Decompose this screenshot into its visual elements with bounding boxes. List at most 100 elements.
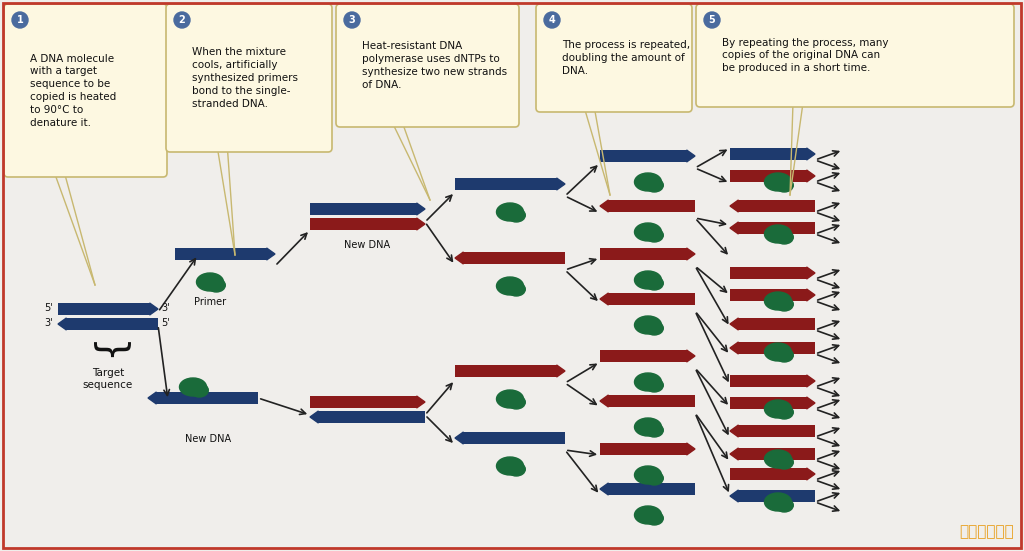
- Bar: [310, 396, 417, 408]
- Text: New DNA: New DNA: [344, 240, 390, 250]
- Text: Target
sequence: Target sequence: [83, 368, 133, 390]
- Bar: [738, 448, 815, 460]
- Ellipse shape: [765, 343, 792, 361]
- Text: {: {: [89, 333, 127, 358]
- Bar: [730, 468, 807, 480]
- Bar: [455, 178, 557, 190]
- Polygon shape: [600, 483, 608, 495]
- Bar: [157, 392, 258, 404]
- Ellipse shape: [645, 321, 664, 335]
- Polygon shape: [600, 200, 608, 212]
- Bar: [600, 248, 687, 260]
- Ellipse shape: [765, 400, 792, 418]
- Polygon shape: [730, 200, 738, 212]
- Bar: [730, 375, 807, 387]
- Polygon shape: [730, 342, 738, 354]
- Polygon shape: [687, 150, 695, 162]
- Polygon shape: [807, 397, 815, 409]
- Ellipse shape: [645, 472, 664, 485]
- Bar: [175, 248, 266, 260]
- Polygon shape: [730, 318, 738, 330]
- Bar: [730, 397, 807, 409]
- Polygon shape: [807, 289, 815, 301]
- Ellipse shape: [645, 424, 664, 437]
- Text: 5': 5': [161, 318, 170, 328]
- Polygon shape: [417, 203, 425, 215]
- Ellipse shape: [775, 406, 794, 419]
- Ellipse shape: [645, 277, 664, 290]
- Bar: [600, 150, 687, 162]
- Polygon shape: [557, 178, 565, 190]
- Polygon shape: [687, 443, 695, 455]
- Polygon shape: [807, 267, 815, 279]
- Ellipse shape: [197, 273, 223, 291]
- Bar: [608, 293, 695, 305]
- Ellipse shape: [765, 225, 792, 243]
- Circle shape: [544, 12, 560, 28]
- Ellipse shape: [635, 418, 662, 436]
- Bar: [738, 490, 815, 502]
- Polygon shape: [687, 350, 695, 362]
- Text: 彩虹网址导航: 彩虹网址导航: [959, 524, 1014, 539]
- Ellipse shape: [507, 208, 525, 222]
- Polygon shape: [687, 248, 695, 260]
- Bar: [310, 218, 417, 230]
- Circle shape: [344, 12, 360, 28]
- Circle shape: [174, 12, 190, 28]
- Bar: [600, 443, 687, 455]
- Ellipse shape: [645, 379, 664, 392]
- Polygon shape: [417, 396, 425, 408]
- Bar: [58, 303, 150, 315]
- Polygon shape: [600, 293, 608, 305]
- Ellipse shape: [507, 462, 525, 476]
- Text: Primer: Primer: [194, 297, 226, 307]
- Ellipse shape: [497, 277, 523, 295]
- Polygon shape: [730, 448, 738, 460]
- Bar: [738, 222, 815, 234]
- Ellipse shape: [207, 278, 225, 292]
- Polygon shape: [807, 170, 815, 182]
- Ellipse shape: [775, 456, 794, 469]
- Bar: [730, 170, 807, 182]
- Polygon shape: [730, 490, 738, 502]
- Text: 3: 3: [348, 15, 355, 25]
- Bar: [738, 318, 815, 330]
- FancyBboxPatch shape: [536, 4, 692, 112]
- Text: 3': 3': [161, 303, 170, 313]
- FancyBboxPatch shape: [166, 4, 332, 152]
- Circle shape: [705, 12, 720, 28]
- Polygon shape: [807, 375, 815, 387]
- Polygon shape: [455, 432, 464, 444]
- Ellipse shape: [645, 229, 664, 242]
- Ellipse shape: [775, 230, 794, 244]
- Polygon shape: [730, 222, 738, 234]
- Text: Heat-resistant DNA
polymerase uses dNTPs to
synthesize two new strands
of DNA.: Heat-resistant DNA polymerase uses dNTPs…: [362, 41, 507, 90]
- Bar: [608, 483, 695, 495]
- Ellipse shape: [179, 378, 207, 396]
- Bar: [608, 395, 695, 407]
- Bar: [318, 411, 425, 423]
- Ellipse shape: [775, 298, 794, 311]
- Polygon shape: [148, 392, 157, 404]
- Polygon shape: [58, 318, 67, 330]
- Text: 3': 3': [44, 318, 53, 328]
- Ellipse shape: [775, 179, 794, 192]
- Bar: [738, 200, 815, 212]
- Polygon shape: [266, 248, 275, 260]
- Bar: [730, 148, 807, 160]
- Ellipse shape: [507, 396, 525, 409]
- Bar: [464, 432, 565, 444]
- Ellipse shape: [507, 283, 525, 296]
- FancyBboxPatch shape: [336, 4, 519, 127]
- Ellipse shape: [645, 179, 664, 192]
- Bar: [730, 289, 807, 301]
- Text: 2: 2: [178, 15, 185, 25]
- Bar: [67, 318, 158, 330]
- Text: 1: 1: [16, 15, 24, 25]
- Ellipse shape: [645, 511, 664, 525]
- Ellipse shape: [635, 373, 662, 391]
- Text: New DNA: New DNA: [185, 434, 231, 444]
- Bar: [738, 342, 815, 354]
- FancyBboxPatch shape: [696, 4, 1014, 107]
- Polygon shape: [807, 148, 815, 160]
